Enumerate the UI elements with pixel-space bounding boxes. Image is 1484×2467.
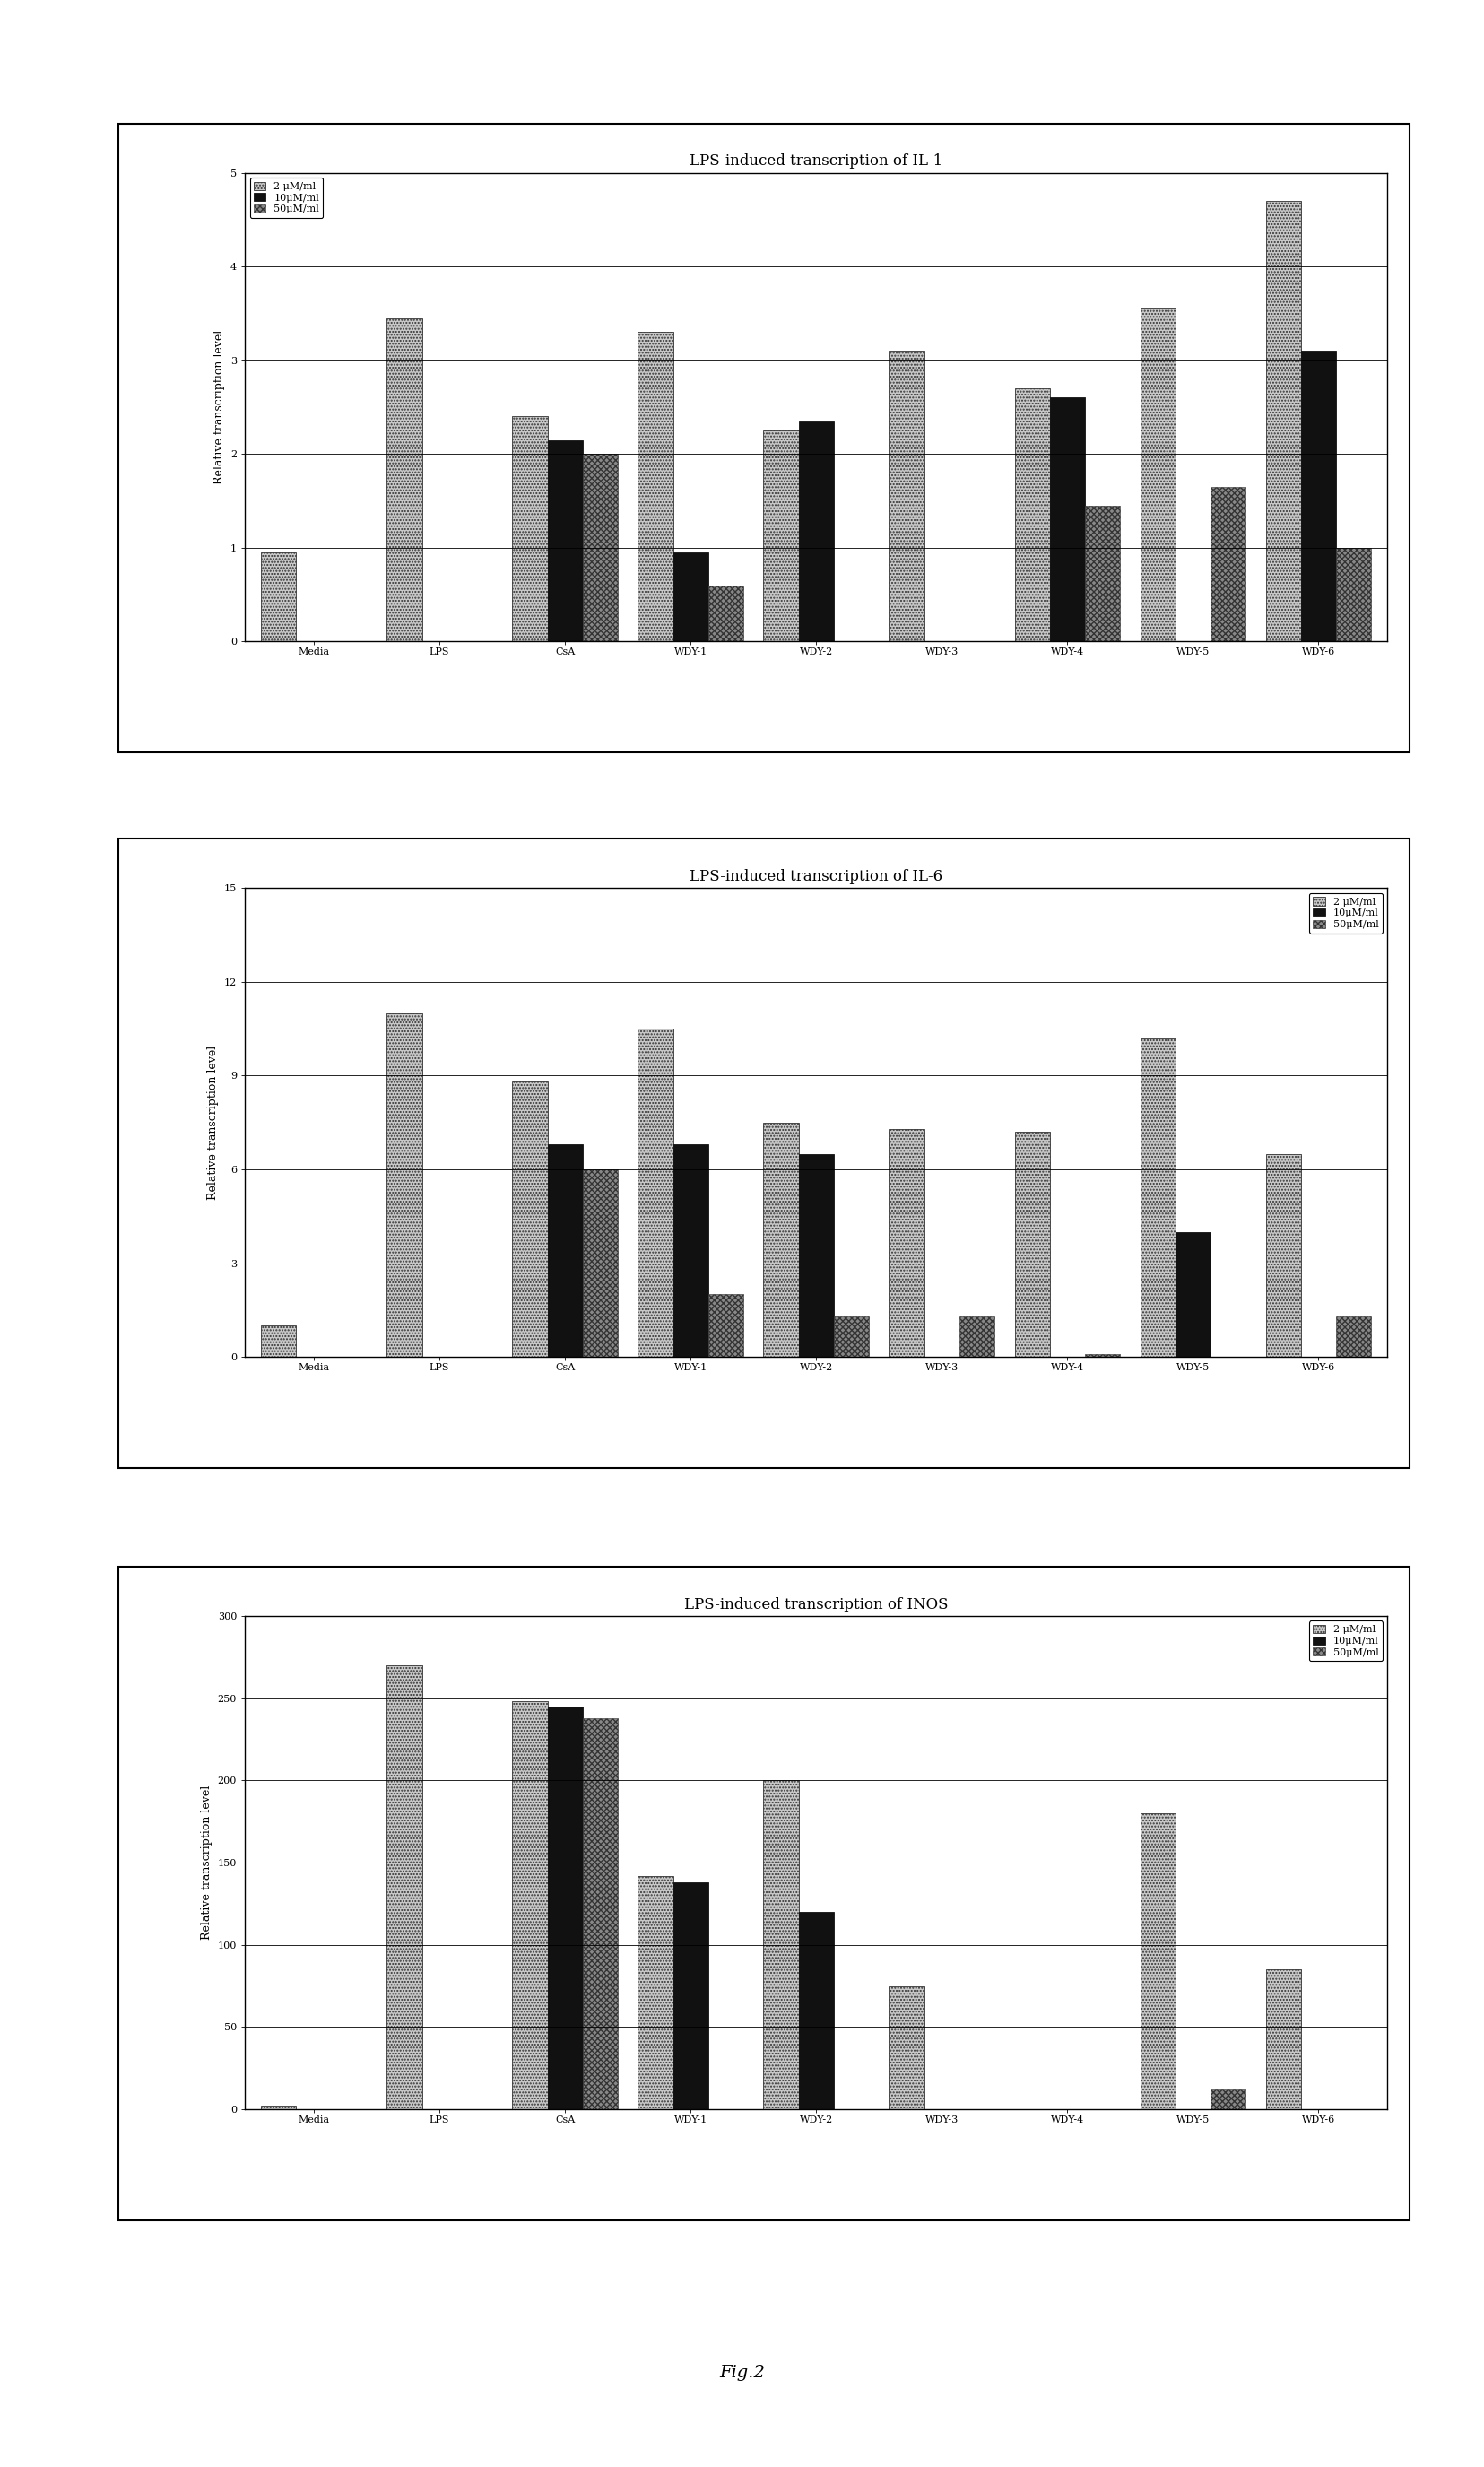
Bar [889, 1130, 925, 1357]
Bar [512, 417, 548, 641]
Title: LPS-induced transcription of INOS: LPS-induced transcription of INOS [684, 1596, 948, 1611]
Bar [1266, 1155, 1301, 1357]
Bar [889, 1986, 925, 2109]
Bar [708, 1295, 743, 1357]
Bar [512, 1083, 548, 1357]
Bar [1301, 350, 1336, 641]
Bar [583, 454, 617, 641]
Bar [674, 553, 708, 641]
Bar [638, 333, 674, 641]
Bar [387, 1014, 421, 1357]
Title: LPS-induced transcription of IL-6: LPS-induced transcription of IL-6 [690, 868, 942, 883]
Bar [548, 439, 583, 641]
Bar [1015, 1132, 1049, 1357]
Bar [798, 1155, 834, 1357]
Bar [1140, 308, 1175, 641]
Legend: 2 μM/ml, 10μM/ml, 50μM/ml: 2 μM/ml, 10μM/ml, 50μM/ml [1309, 1621, 1383, 1660]
Bar [1140, 1039, 1175, 1357]
Bar [583, 1717, 617, 2109]
Bar [1336, 1317, 1371, 1357]
Bar [798, 422, 834, 641]
Bar [763, 432, 798, 641]
Bar [763, 1781, 798, 2109]
Bar [1266, 1969, 1301, 2109]
Bar [638, 1029, 674, 1357]
Bar [889, 350, 925, 641]
Bar [261, 1325, 297, 1357]
Y-axis label: Relative transcription level: Relative transcription level [200, 1786, 212, 1939]
Bar [1085, 1354, 1120, 1357]
Y-axis label: Relative transcription level: Relative transcription level [208, 1046, 220, 1199]
Bar [1211, 486, 1245, 641]
Legend: 2 μM/ml, 10μM/ml, 50μM/ml: 2 μM/ml, 10μM/ml, 50μM/ml [249, 178, 324, 217]
Bar [1175, 1231, 1211, 1357]
Bar [1085, 506, 1120, 641]
Bar [261, 2107, 297, 2109]
Bar [1336, 548, 1371, 641]
Bar [959, 1317, 994, 1357]
Bar [1211, 2090, 1245, 2109]
Bar [638, 1875, 674, 2109]
Bar [512, 1702, 548, 2109]
Text: Fig.2: Fig.2 [720, 2366, 764, 2381]
Bar [1049, 397, 1085, 641]
Bar [798, 1912, 834, 2109]
Bar [548, 1145, 583, 1357]
Bar [261, 553, 297, 641]
Bar [548, 1707, 583, 2109]
Bar [583, 1169, 617, 1357]
Bar [708, 585, 743, 641]
Y-axis label: Relative transcription level: Relative transcription level [214, 331, 226, 484]
Bar [763, 1122, 798, 1357]
Bar [387, 1665, 421, 2109]
Bar [834, 1317, 870, 1357]
Bar [1266, 200, 1301, 641]
Title: LPS-induced transcription of IL-1: LPS-induced transcription of IL-1 [690, 153, 942, 168]
Bar [1015, 387, 1049, 641]
Bar [1140, 1813, 1175, 2109]
Legend: 2 μM/ml, 10μM/ml, 50μM/ml: 2 μM/ml, 10μM/ml, 50μM/ml [1309, 893, 1383, 933]
Bar [674, 1145, 708, 1357]
Bar [387, 318, 421, 641]
Bar [674, 1882, 708, 2109]
